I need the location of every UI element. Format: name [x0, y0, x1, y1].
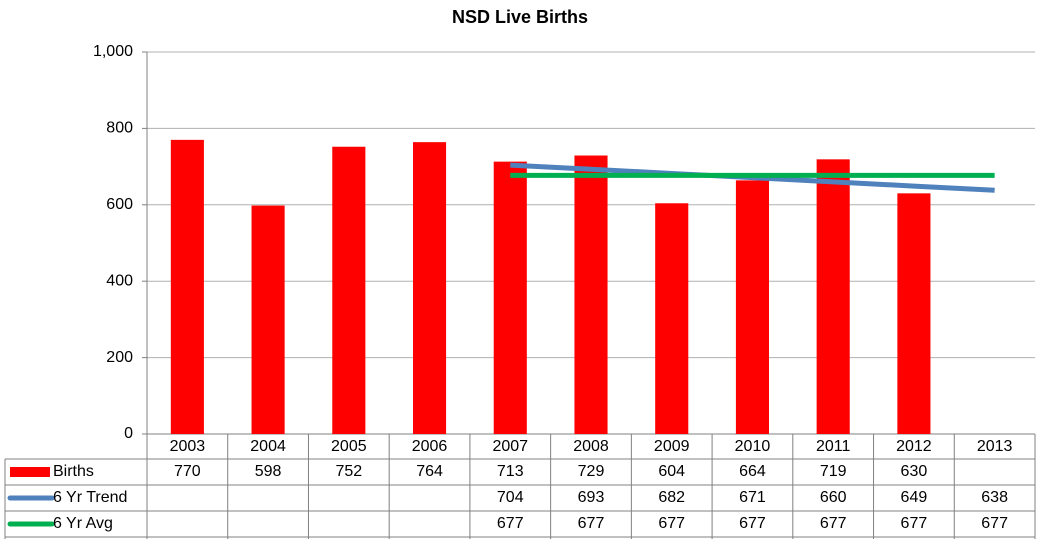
table-value: 752 — [335, 463, 362, 480]
table-value: 649 — [901, 489, 928, 506]
legend-label: 6 Yr Avg — [53, 515, 113, 532]
table-value: 713 — [497, 463, 524, 480]
table-value: 638 — [981, 489, 1008, 506]
table-value: 677 — [820, 515, 847, 532]
x-tick-label: 2011 — [816, 438, 851, 455]
table-value: 729 — [578, 463, 605, 480]
table-value: 630 — [901, 463, 928, 480]
y-tick-label: 400 — [106, 272, 133, 289]
table-value: 770 — [174, 463, 201, 480]
bar — [493, 161, 527, 434]
table-value: 693 — [578, 489, 605, 506]
table-value: 677 — [658, 515, 685, 532]
y-tick-label: 0 — [124, 425, 133, 442]
table-value: 677 — [739, 515, 766, 532]
table-value: 764 — [416, 463, 443, 480]
x-tick-label: 2007 — [492, 438, 528, 455]
legend-label: 6 Yr Trend — [53, 489, 127, 506]
y-tick-label: 600 — [106, 196, 133, 213]
bar — [170, 139, 204, 435]
y-tick-label: 200 — [106, 349, 133, 366]
bar — [816, 159, 850, 435]
table-value: 598 — [255, 463, 282, 480]
bar — [251, 205, 285, 434]
x-tick-label: 2003 — [170, 438, 206, 455]
table-value: 604 — [658, 463, 685, 480]
x-tick-label: 2009 — [654, 438, 690, 455]
bar — [574, 155, 608, 434]
x-tick-label: 2005 — [331, 438, 367, 455]
legend-label: Births — [53, 463, 94, 480]
y-tick-label: 1,000 — [93, 43, 133, 60]
table-value: 682 — [658, 489, 685, 506]
x-tick-label: 2012 — [896, 438, 932, 455]
chart-title: NSD Live Births — [452, 7, 588, 27]
bar — [655, 203, 689, 434]
bar — [332, 146, 366, 434]
table-value: 677 — [901, 515, 928, 532]
table-value: 719 — [820, 463, 847, 480]
table-value: 664 — [739, 463, 766, 480]
x-tick-label: 2010 — [735, 438, 771, 455]
x-tick-label: 2013 — [977, 438, 1013, 455]
table-value: 677 — [578, 515, 605, 532]
table-value: 660 — [820, 489, 847, 506]
legend-key — [10, 467, 50, 477]
y-tick-label: 800 — [106, 120, 133, 137]
bar — [412, 142, 447, 435]
table-value: 677 — [497, 515, 524, 532]
bar — [897, 193, 931, 434]
x-tick-label: 2008 — [573, 438, 609, 455]
x-tick-label: 2006 — [412, 438, 448, 455]
table-value: 704 — [497, 489, 524, 506]
table-value: 671 — [739, 489, 766, 506]
x-tick-label: 2004 — [250, 438, 286, 455]
bar — [735, 180, 770, 434]
table-value: 677 — [981, 515, 1008, 532]
